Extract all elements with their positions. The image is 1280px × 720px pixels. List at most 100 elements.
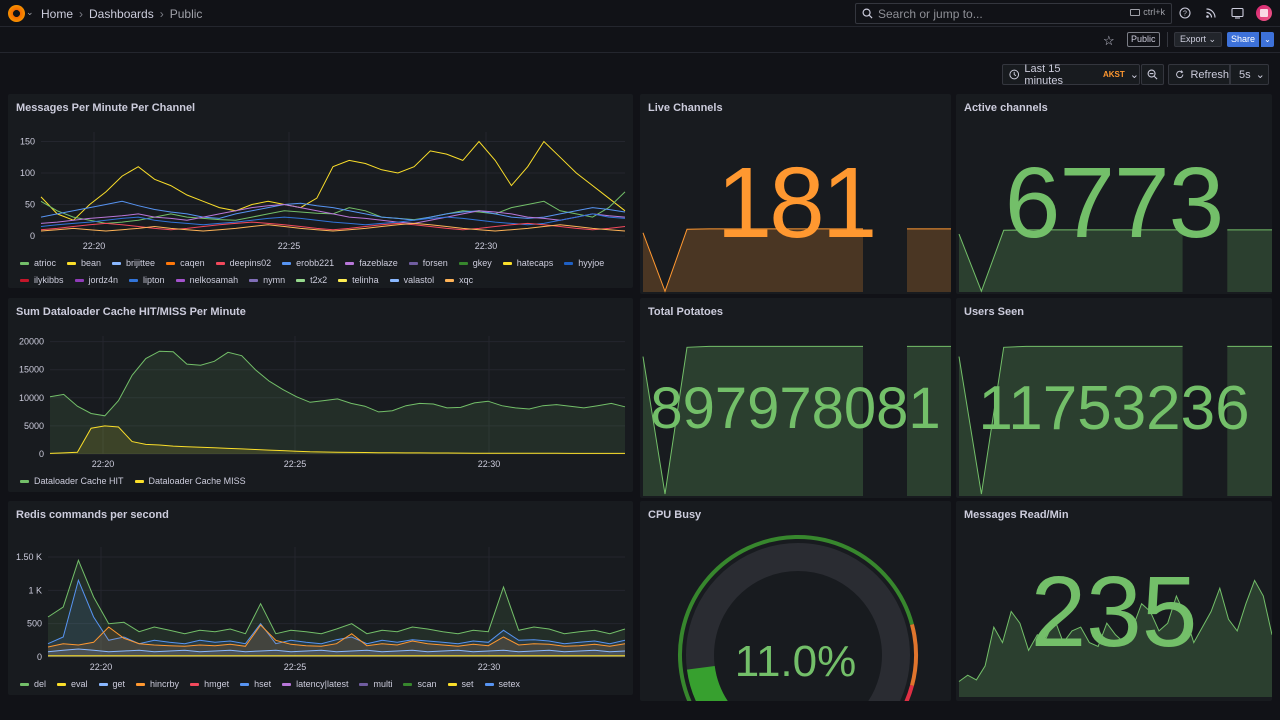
- star-icon[interactable]: ☆: [1103, 33, 1115, 48]
- cpu-busy-gauge: [678, 535, 918, 701]
- stat-value: 897978081: [650, 376, 941, 441]
- legend-swatch: [112, 261, 122, 265]
- share-button[interactable]: Share: [1227, 32, 1259, 47]
- legend-label: caqen: [180, 258, 205, 268]
- legend-item[interactable]: eval: [57, 679, 88, 689]
- legend-item[interactable]: gkey: [458, 258, 492, 268]
- x-tick-label: 22:30: [478, 459, 501, 469]
- help-icon[interactable]: ?: [1178, 6, 1192, 20]
- chevron-down-icon[interactable]: ⌄: [26, 7, 34, 17]
- zoom-out-button[interactable]: [1141, 64, 1164, 85]
- legend-item[interactable]: set: [447, 679, 474, 689]
- breadcrumb-home[interactable]: Home: [41, 7, 74, 21]
- legend-item[interactable]: xqc: [445, 275, 473, 285]
- panel-messages-read[interactable]: Messages Read/Min 235: [956, 501, 1272, 701]
- refresh-button[interactable]: Refresh: [1168, 64, 1230, 85]
- legend-swatch: [190, 682, 200, 686]
- legend-item[interactable]: hset: [240, 679, 271, 689]
- legend-item[interactable]: t2x2: [296, 275, 327, 285]
- legend-item[interactable]: erobb221: [282, 258, 334, 268]
- chevron-down-icon: ⌄: [1208, 34, 1217, 44]
- panel-active-channels[interactable]: Active channels 6773: [956, 94, 1272, 294]
- search-shortcut-label: ctrl+k: [1143, 7, 1165, 17]
- legend-item[interactable]: get: [98, 679, 126, 689]
- user-avatar[interactable]: [1256, 5, 1272, 21]
- legend-item[interactable]: del: [20, 679, 46, 689]
- refresh-interval-picker[interactable]: 5s ⌄: [1230, 64, 1269, 85]
- legend-swatch: [67, 261, 77, 265]
- gauge-threshold-green: [678, 535, 914, 701]
- legend-item[interactable]: fazeblaze: [345, 258, 398, 268]
- panel-dataloader-cache[interactable]: Sum Dataloader Cache HIT/MISS Per Minute…: [8, 298, 633, 492]
- legend-item[interactable]: telinha: [338, 275, 379, 285]
- x-tick-label: 22:30: [475, 241, 498, 251]
- y-tick-label: 0: [30, 231, 35, 241]
- legend-item[interactable]: jordz4n: [74, 275, 118, 285]
- legend-item[interactable]: nymn: [249, 275, 285, 285]
- legend-label: multi: [373, 679, 393, 689]
- refresh-interval-value: 5s: [1239, 68, 1251, 81]
- panel-cpu-busy[interactable]: CPU Busy 11.0%: [640, 501, 951, 701]
- legend-item[interactable]: multi: [359, 679, 392, 689]
- series-line: [40, 221, 626, 231]
- gauge-value-arc: [686, 665, 728, 701]
- panel-live-channels[interactable]: Live Channels 181: [640, 94, 951, 294]
- legend-label: nelkosamah: [189, 275, 239, 285]
- y-tick-label: 100: [20, 168, 35, 178]
- panel-total-potatoes[interactable]: Total Potatoes 897978081: [640, 298, 951, 498]
- legend-swatch: [408, 261, 418, 265]
- panel-messages-per-minute[interactable]: Messages Per Minute Per Channel 0 50 100 15…: [8, 94, 633, 288]
- legend-item[interactable]: hmget: [190, 679, 229, 689]
- legend-label: lipton: [143, 275, 165, 285]
- export-button[interactable]: Export ⌄: [1174, 32, 1223, 47]
- legend-swatch: [57, 682, 67, 686]
- legend-item[interactable]: valastol: [389, 275, 434, 285]
- legend-item[interactable]: caqen: [166, 258, 205, 268]
- legend-item[interactable]: ilykibbs: [20, 275, 64, 285]
- legend-item[interactable]: nelkosamah: [175, 275, 239, 285]
- legend-item[interactable]: brijittee: [112, 258, 155, 268]
- legend-item[interactable]: bean: [67, 258, 101, 268]
- legend-item[interactable]: deepins02: [215, 258, 271, 268]
- legend-label: bean: [81, 258, 102, 268]
- panel-redis-commands[interactable]: Redis commands per second 0 500 1 K 1.50 K 2…: [8, 501, 633, 695]
- sparkline-area: [907, 346, 951, 496]
- legend-item[interactable]: hatecaps: [502, 258, 553, 268]
- legend-item[interactable]: hincrby: [136, 679, 179, 689]
- legend-swatch: [74, 278, 84, 282]
- breadcrumb-dashboards[interactable]: Dashboards: [89, 7, 154, 21]
- legend-swatch: [166, 261, 176, 265]
- x-tick-label: 22:25: [284, 662, 307, 672]
- time-range-picker[interactable]: Last 15 minutes AKST ⌄: [1002, 62, 1140, 87]
- legend-label: set: [461, 679, 474, 689]
- legend-item[interactable]: Dataloader Cache MISS: [134, 476, 246, 486]
- search-input[interactable]: Search or jump to... ctrl+k: [855, 3, 1172, 24]
- legend-item[interactable]: scan: [403, 679, 437, 689]
- dock-menu-icon[interactable]: [1230, 6, 1244, 20]
- legend-item[interactable]: latency|latest: [282, 679, 348, 689]
- legend-item[interactable]: lipton: [129, 275, 165, 285]
- sparkline-area: [959, 346, 1183, 496]
- y-tick-label: 0: [39, 449, 44, 459]
- rss-news-icon[interactable]: [1204, 6, 1218, 20]
- redis-timeseries-chart: 0 500 1 K 1.50 K 22:20 22:25 22:30: [16, 547, 626, 672]
- time-range-label: Last 15 minutes: [1024, 62, 1063, 87]
- gauge-threshold-red: [904, 684, 914, 701]
- legend-item[interactable]: setex: [484, 679, 520, 689]
- search-icon: [862, 8, 873, 19]
- share-dropdown-chevron-icon[interactable]: ⌄: [1261, 32, 1274, 47]
- panel-users-seen[interactable]: Users Seen 11753236: [956, 298, 1272, 498]
- legend-swatch: [458, 261, 468, 265]
- legend-item[interactable]: hyyjoe: [564, 258, 604, 268]
- search-placeholder: Search or jump to...: [878, 6, 983, 21]
- legend-label: Dataloader Cache MISS: [148, 476, 246, 486]
- legend-label: gkey: [472, 258, 492, 268]
- grafana-logo-icon[interactable]: [8, 5, 25, 22]
- x-tick-label: 22:20: [92, 459, 115, 469]
- messages-read-sparkline: [958, 579, 1272, 697]
- legend-item[interactable]: Dataloader Cache HIT: [20, 476, 124, 486]
- x-tick-label: 22:20: [90, 662, 113, 672]
- legend-item[interactable]: forsen: [408, 258, 448, 268]
- legend-item[interactable]: atrioc: [20, 258, 56, 268]
- legend-label: get: [112, 679, 126, 689]
